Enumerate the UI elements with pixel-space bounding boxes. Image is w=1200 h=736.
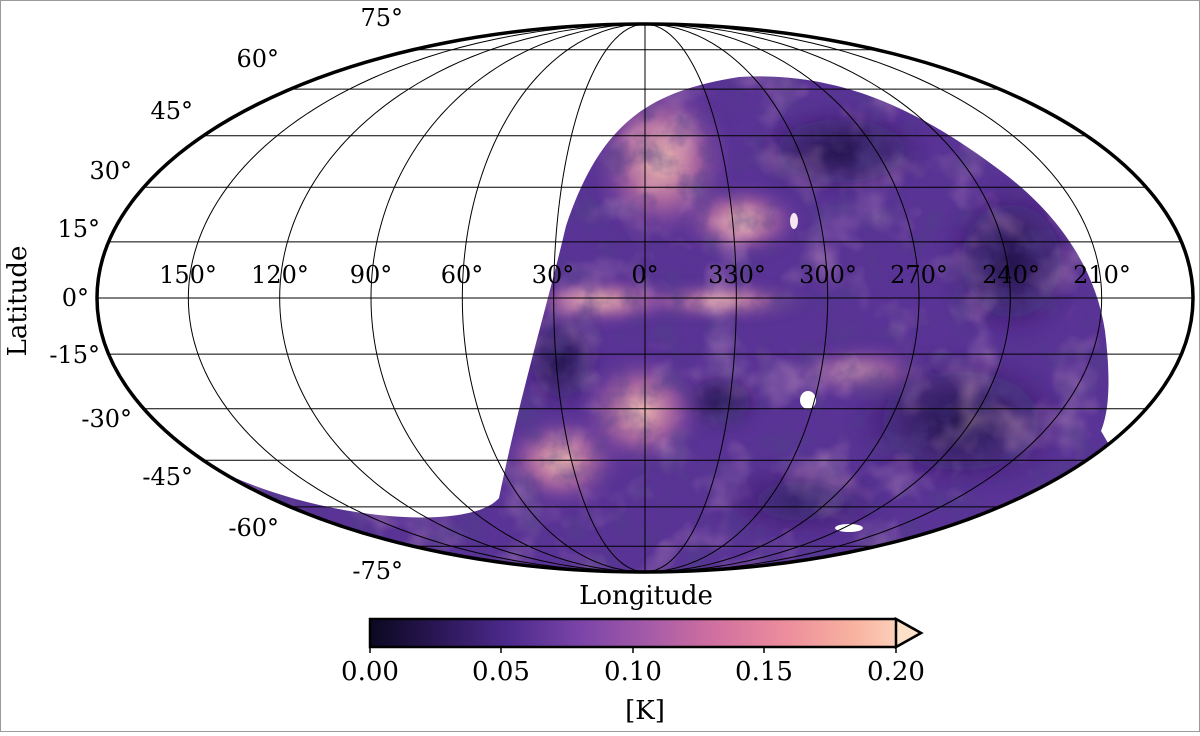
- lon-tick-label: 270°: [890, 261, 948, 289]
- colorbar-label: [K]: [625, 696, 665, 726]
- masked-source: [835, 524, 863, 532]
- lon-tick-label: 30°: [532, 261, 575, 289]
- lat-tick-label: 60°: [236, 45, 279, 73]
- lon-tick-label: 60°: [441, 261, 484, 289]
- x-axis-label: Longitude: [579, 581, 713, 611]
- lat-tick-label: 45°: [150, 97, 193, 125]
- lon-tick-label: 90°: [350, 261, 393, 289]
- latitude-tick-labels: 75° 60° 45° 30° 15° 0° -15° -30° -45° -6…: [49, 4, 403, 585]
- longitude-gridline: [187, 23, 646, 573]
- colorbar-tick-label: 0.20: [867, 657, 925, 687]
- lat-tick-label: -45°: [142, 463, 193, 491]
- lat-tick-label: 30°: [89, 157, 132, 185]
- lat-tick-label: -75°: [352, 557, 403, 585]
- colorbar-tick-label: 0.00: [341, 657, 399, 687]
- colorbar-tick-label: 0.10: [604, 657, 662, 687]
- lon-tick-label: 120°: [251, 261, 309, 289]
- lat-tick-label: 75°: [360, 4, 403, 32]
- longitude-tick-labels: 150° 120° 90° 60° 30° 0° 330° 300° 270° …: [159, 261, 1131, 289]
- bright-source: [790, 213, 798, 229]
- lon-tick-label: 240°: [982, 261, 1040, 289]
- lon-tick-label: 0°: [631, 261, 658, 289]
- longitude-gridline: [644, 23, 920, 573]
- y-axis-label: Latitude: [3, 246, 33, 357]
- longitude-gridline: [644, 23, 737, 573]
- longitude-gridline: [644, 23, 1011, 573]
- lon-tick-label: 300°: [799, 261, 857, 289]
- lon-tick-label: 210°: [1073, 261, 1131, 289]
- lat-tick-label: -15°: [49, 341, 100, 369]
- longitude-gridline: [644, 23, 1103, 573]
- longitude-gridlines: [187, 23, 1103, 573]
- colorbar-extend-max-arrow: [894, 616, 924, 650]
- longitude-gridline: [461, 23, 646, 573]
- lon-tick-label: 150°: [159, 261, 217, 289]
- colorbar-gradient: [368, 617, 924, 649]
- lat-tick-label: 15°: [57, 215, 100, 243]
- colorbar-tick-label: 0.15: [735, 657, 793, 687]
- lat-tick-label: 0°: [62, 284, 89, 312]
- colorbar: 0.00 0.05 0.10 0.15 0.20 [K]: [341, 616, 925, 726]
- longitude-gridline: [644, 23, 829, 573]
- longitude-gridline: [279, 23, 646, 573]
- colorbar-tick-label: 0.05: [472, 657, 530, 687]
- longitude-gridline: [370, 23, 646, 573]
- lat-tick-label: -60°: [228, 514, 279, 542]
- lon-tick-label: 330°: [708, 261, 766, 289]
- masked-source: [800, 391, 816, 409]
- longitude-gridline: [553, 23, 646, 573]
- lat-tick-label: -30°: [81, 405, 132, 433]
- map-outline: [95, 22, 1195, 574]
